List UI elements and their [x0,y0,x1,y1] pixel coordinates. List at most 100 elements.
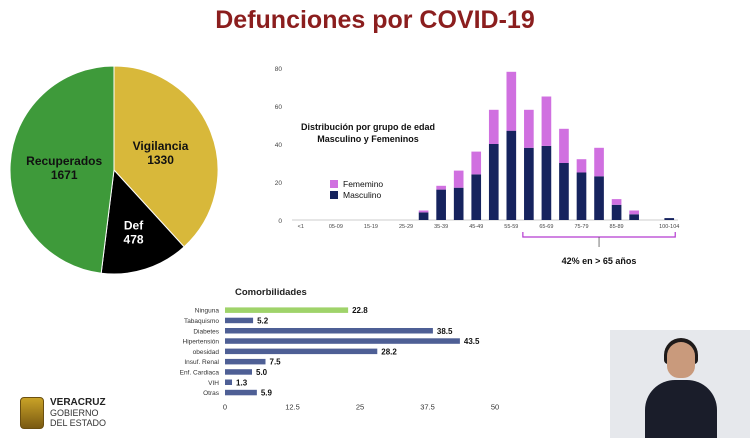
x-tick-label: 65-69 [539,224,553,230]
bar-masculino-35-39 [436,189,446,220]
interpreter-face [667,342,695,378]
y-tick-label: 60 [275,104,283,111]
bar-masculino-85-89 [611,204,622,220]
pie-label-recuperados: Recuperados [26,154,102,168]
sign-language-interpreter-video [610,330,750,438]
x-tick-label: 37.5 [420,403,435,412]
x-tick-label: 05-09 [329,224,343,230]
comorbidity-bar [225,307,349,313]
comorbidity-bar [225,379,233,385]
comorbidity-value-label: 1.3 [236,378,248,387]
age-annotation: 42% en > 65 años [562,256,637,266]
bar-masculino-50-54 [488,144,499,220]
pie-value-def: 478 [124,232,144,246]
pie-value-recuperados: 1671 [51,168,78,182]
comorbidity-bar [225,348,378,355]
bar-femenino-35-39 [436,185,446,190]
logo-line-2: GOBIERNO [50,408,99,418]
comorbidity-bar [225,389,257,396]
bar-masculino-75-79 [576,172,587,220]
bar-femenino-50-54 [488,109,499,144]
bar-femenino-80-84 [594,147,604,177]
legend-swatch-masculino [330,191,338,199]
x-tick-label: 55-59 [504,224,518,230]
x-tick-label: 50 [491,403,499,412]
comorbidities-title: Comorbilidades [235,287,307,298]
comorbidity-bar [225,338,460,344]
x-tick-label: 75-79 [574,224,588,230]
comorbidity-label: Enf. Cardiaca [180,369,220,376]
comorbidity-label: Otras [203,390,220,397]
logo-line-3: DEL ESTADO [50,418,107,428]
y-tick-label: 20 [275,180,283,187]
comorbidity-value-label: 38.5 [437,327,453,336]
comorbidity-value-label: 22.8 [352,306,368,315]
legend-label-masculino: Masculino [343,190,382,200]
comorbidity-value-label: 5.2 [257,316,269,325]
x-tick-label: 100-104 [659,224,679,230]
x-tick-label: 0 [223,403,227,412]
x-tick-label: 15-19 [364,224,378,230]
y-tick-label: 40 [275,142,283,149]
comorbidity-bar [225,369,252,375]
x-tick-label: 85-89 [610,224,624,230]
bar-femenino-40-44 [453,170,464,188]
pie-slice-vigilancia [113,65,219,248]
bar-femenino-60-64 [524,109,534,148]
government-logo: VERACRUZ GOBIERNO DEL ESTADO [20,397,106,429]
y-tick-label: 80 [275,66,283,73]
bar-masculino-90-94 [629,214,639,220]
bar-masculino-55-59 [506,130,517,220]
x-tick-label: 45-49 [469,224,483,230]
comorbidity-value-label: 28.2 [381,347,397,356]
bar-masculino-40-44 [453,187,464,220]
comorbidity-label: Diabetes [193,328,219,335]
bar-masculino-70-74 [559,163,569,220]
age-bracket [522,232,676,238]
bar-masculino-30-34 [418,212,429,220]
histogram-title-line-2: Masculino y Femeninos [317,134,419,144]
pie-value-vigilancia: 1330 [147,153,174,167]
bar-femenino-45-49 [471,151,482,175]
bar-masculino-100-104 [664,218,675,220]
comorbidity-value-label: 7.5 [270,358,282,367]
comorbidity-label: VIH [208,380,219,387]
bar-masculino-80-84 [594,176,604,220]
logo-line-1: VERACRUZ [50,397,106,408]
histogram-title-line-1: Distribución por grupo de edad [301,122,435,132]
bar-femenino-75-79 [576,159,587,173]
comorbidity-label: Hipertensión [183,339,220,346]
x-tick-label: 35-39 [434,224,448,230]
comorbidity-bar [225,317,254,324]
age-histogram: 0 20 40 60 80 <1 05-09 15-19 25-29 35-39 45-49 55-5… [275,66,680,266]
comorbidity-label: Insuf. Renal [184,359,219,366]
bar-femenino-55-59 [506,71,517,131]
page-title: Defunciones por COVID-19 [215,6,535,34]
bar-femenino-90-94 [629,210,639,215]
comorbidity-value-label: 5.9 [261,389,273,398]
x-tick-label: <1 [298,224,304,230]
comorbidity-value-label: 43.5 [464,337,480,346]
legend-label-fememino: Fememino [343,179,383,189]
comorbidities-bar-chart: Comorbilidades Ninguna 22.8 Tabaquismo 5.2 Di… [180,287,500,412]
bar-masculino-45-49 [471,174,482,220]
pie-label-vigilancia: Vigilancia [133,139,189,153]
comorbidity-label: obesidad [193,349,220,356]
pie-slice-def [100,168,185,275]
y-tick-label: 0 [278,218,282,225]
x-tick-label: 25-29 [399,224,413,230]
bar-masculino-60-64 [524,147,534,220]
bar-femenino-70-74 [559,128,569,163]
bar-femenino-30-34 [418,210,429,213]
pie-slice-recuperados [9,65,115,274]
bar-femenino-85-89 [611,199,622,205]
comorbidity-value-label: 5.0 [256,368,268,377]
bar-femenino-65-69 [541,96,552,146]
coat-of-arms-icon [20,397,44,429]
comorbidity-label: Tabaquismo [184,318,219,325]
x-tick-label: 12.5 [285,403,300,412]
legend-swatch-fememino [330,180,338,188]
comorbidity-bar [225,358,266,365]
x-tick-label: 25 [356,403,364,412]
bar-masculino-65-69 [541,145,552,220]
